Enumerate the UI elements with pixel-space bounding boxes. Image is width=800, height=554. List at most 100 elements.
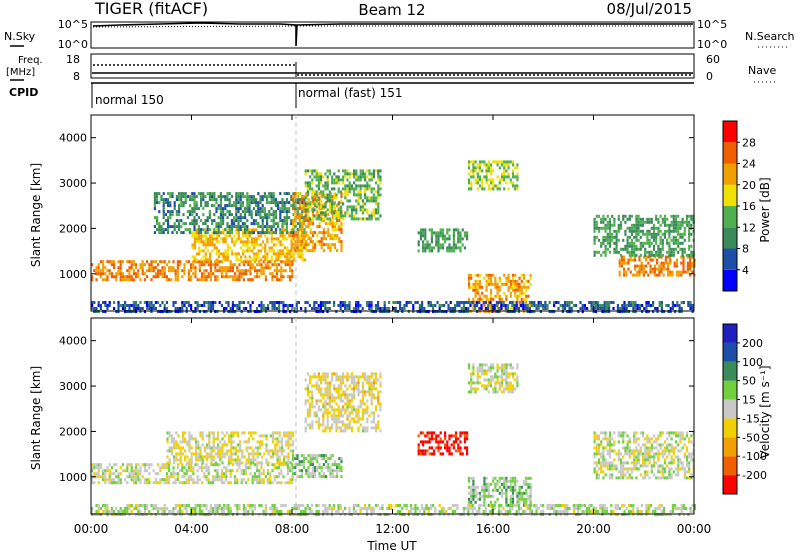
heatmap-cell (366, 304, 369, 307)
heatmap-cell (208, 210, 211, 214)
heatmap-cell (267, 469, 270, 473)
heatmap-cell (205, 301, 208, 304)
heatmap-cell (337, 426, 340, 430)
heatmap-cell (199, 431, 202, 435)
heatmap-cell (307, 472, 310, 476)
heatmap-cell (511, 181, 515, 185)
heatmap-cell (317, 307, 320, 310)
heatmap-cell (467, 187, 471, 191)
heatmap-cell (419, 440, 422, 444)
heatmap-cell (546, 304, 549, 307)
heatmap-cell (279, 213, 282, 217)
heatmap-cell (492, 375, 495, 379)
heatmap-cell (273, 475, 276, 479)
heatmap-cell (500, 372, 504, 376)
heatmap-cell (690, 232, 693, 236)
heatmap-cell (496, 366, 499, 370)
heatmap-cell (377, 393, 380, 397)
heatmap-cell (265, 437, 268, 441)
heatmap-cell (372, 414, 375, 418)
heatmap-cell (264, 243, 267, 247)
heatmap-cell (161, 463, 164, 467)
heatmap-cell (226, 252, 229, 256)
heatmap-cell (675, 270, 678, 274)
heatmap-cell (212, 263, 215, 267)
heatmap-cell (353, 384, 356, 388)
heatmap-cell (296, 475, 299, 479)
heatmap-cell (275, 237, 278, 241)
heatmap-cell (682, 270, 685, 274)
heatmap-cell (608, 241, 612, 245)
heatmap-cell (274, 437, 277, 441)
heatmap-cell (372, 384, 375, 388)
heatmap-cell (179, 449, 182, 453)
heatmap-cell (335, 387, 338, 391)
heatmap-cell (311, 390, 314, 394)
heatmap-cell (304, 387, 307, 391)
heatmap-cell (199, 455, 202, 459)
heatmap-cell (115, 469, 118, 473)
heatmap-cell (314, 204, 317, 208)
heatmap-cell (276, 449, 279, 453)
heatmap-cell (257, 213, 260, 217)
heatmap-cell (264, 255, 267, 259)
heatmap-cell (685, 214, 689, 218)
heatmap-cell (478, 285, 482, 289)
heatmap-cell (259, 234, 262, 238)
heatmap-cell (269, 272, 272, 276)
heatmap-cell (93, 269, 96, 273)
heatmap-cell (215, 225, 218, 229)
heatmap-cell (683, 220, 686, 224)
heatmap-cell (190, 452, 193, 456)
heatmap-cell (680, 261, 683, 265)
heatmap-cell (348, 393, 351, 397)
heatmap-cell (213, 204, 216, 208)
heatmap-cell (474, 288, 477, 292)
heatmap-cell (422, 240, 425, 244)
heatmap-cell (470, 375, 473, 379)
heatmap-cell (170, 475, 173, 479)
heatmap-cell (235, 204, 238, 208)
heatmap-cell (226, 231, 229, 235)
heatmap-cell (186, 443, 189, 447)
heatmap-cell (336, 228, 339, 232)
heatmap-cell (225, 301, 228, 304)
heatmap-cell (264, 249, 267, 253)
heatmap-cell (176, 278, 179, 282)
heatmap-cell (187, 278, 190, 282)
heatmap-cell (430, 234, 433, 238)
heatmap-cell (638, 273, 641, 277)
heatmap-cell (368, 414, 371, 418)
heatmap-cell (139, 301, 142, 304)
heatmap-cell (296, 192, 299, 196)
heatmap-cell (314, 475, 317, 479)
heatmap-cell (511, 306, 515, 310)
heatmap-cell (467, 160, 471, 164)
heatmap-cell (660, 255, 663, 259)
heatmap-cell (317, 217, 320, 221)
heatmap-cell (252, 207, 255, 211)
heatmap-cell (470, 175, 473, 179)
heatmap-cell (189, 222, 192, 226)
heatmap-cell (238, 275, 241, 279)
heatmap-cell (656, 267, 659, 271)
noise-panel-frame (90, 21, 695, 49)
heatmap-cell (340, 231, 343, 235)
heatmap-cell (316, 195, 319, 199)
heatmap-cell (498, 279, 501, 283)
heatmap-cell (481, 178, 484, 182)
heatmap-cell (503, 378, 506, 382)
heatmap-cell (124, 307, 127, 310)
heatmap-cell (239, 192, 242, 196)
heatmap-cell (143, 478, 146, 482)
heatmap-cell (487, 279, 490, 283)
heatmap-cell (509, 291, 512, 295)
heatmap-cell (283, 201, 286, 205)
heatmap-cell (489, 187, 493, 191)
heatmap-cell (212, 463, 215, 467)
heatmap-cell (364, 208, 367, 212)
heatmap-cell (250, 458, 253, 462)
heatmap-cell (268, 231, 271, 235)
heatmap-cell (361, 384, 364, 388)
heatmap-cell (205, 260, 208, 264)
